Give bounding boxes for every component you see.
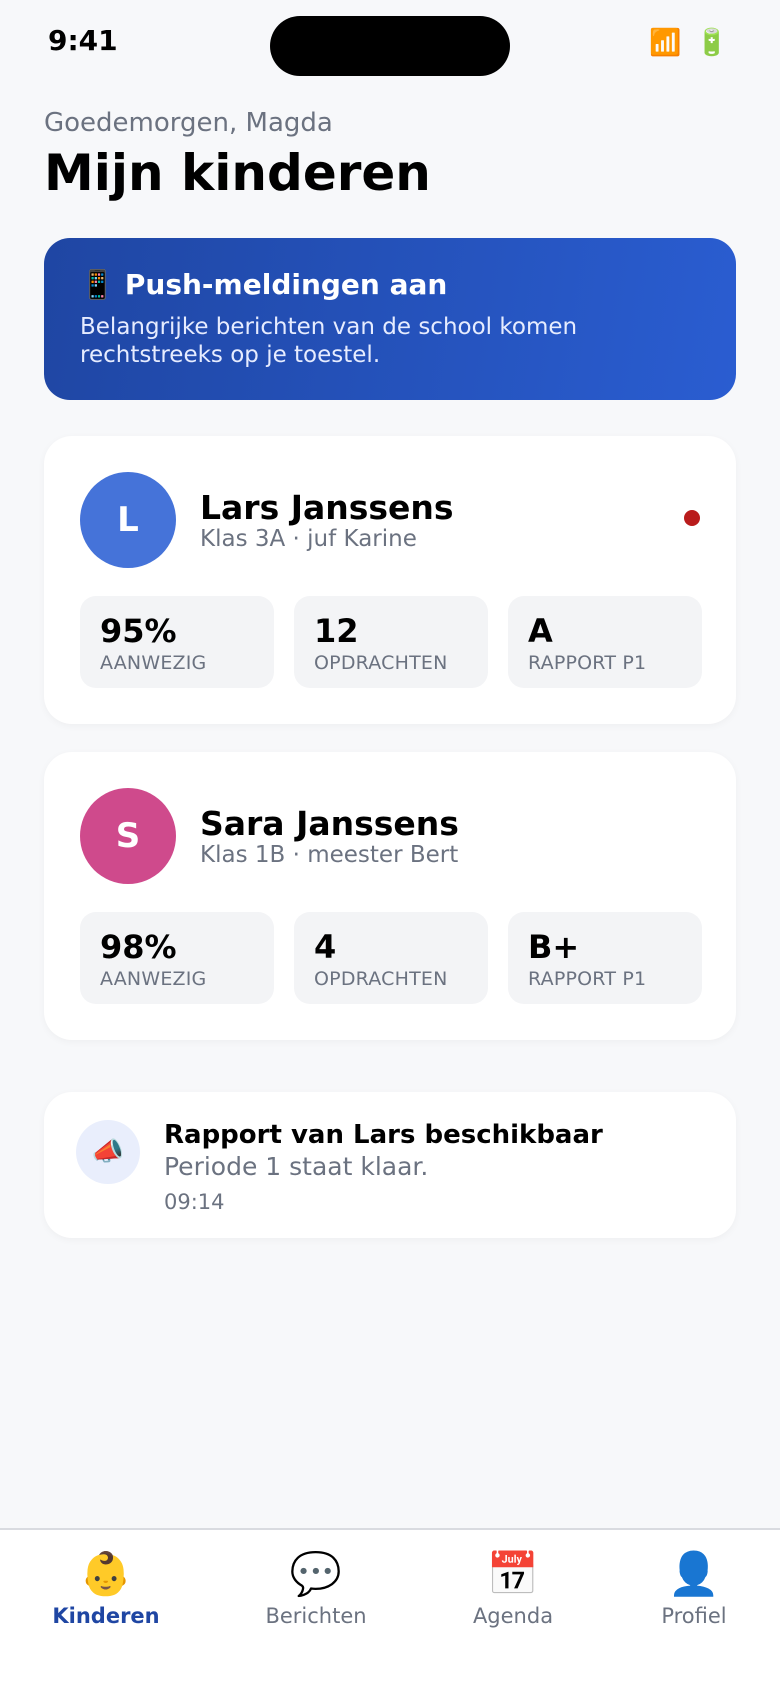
child-class: Klas 1B · meester Bert (200, 842, 459, 868)
stat-value: B+ (528, 928, 580, 966)
stat-label: AANWEZIG (100, 652, 207, 674)
tab-berichten[interactable]: 💬 Berichten (236, 1548, 396, 1628)
push-banner[interactable]: 📱 Push-meldingen aan Belangrijke bericht… (44, 238, 736, 400)
stat-attendance[interactable]: 95% AANWEZIG (80, 596, 274, 688)
person-icon: 👤 (667, 1549, 721, 1598)
child-card-sara[interactable]: S Sara Janssens Klas 1B · meester Bert 9… (44, 752, 736, 1040)
push-banner-title-row: 📱 Push-meldingen aan (80, 268, 700, 301)
tab-bar: 👶 Kinderen 💬 Berichten 📅 Agenda 👤 Profie… (0, 1528, 780, 1688)
child-stats: 98% AANWEZIG 4 OPDRACHTEN B+ RAPPORT P1 (80, 912, 702, 1004)
phone-icon: 📱 (80, 268, 115, 301)
unread-indicator (684, 510, 700, 526)
status-time: 9:41 (48, 24, 118, 57)
battery-icon: 🔋 (695, 28, 728, 58)
stat-label: OPDRACHTEN (314, 652, 448, 674)
tab-profiel[interactable]: 👤 Profiel (614, 1548, 774, 1628)
stat-value: 12 (314, 612, 359, 650)
notification-title: Rapport van Lars beschikbaar (164, 1120, 603, 1150)
baby-icon: 👶 (79, 1549, 133, 1598)
child-card-lars[interactable]: L Lars Janssens Klas 3A · juf Karine 95%… (44, 436, 736, 724)
tab-label: Berichten (265, 1604, 367, 1628)
push-banner-title: Push-meldingen aan (124, 268, 448, 301)
notification-time: 09:14 (164, 1190, 225, 1214)
stat-assignments[interactable]: 4 OPDRACHTEN (294, 912, 488, 1004)
speech-bubble-icon: 💬 (289, 1549, 343, 1598)
stat-report[interactable]: B+ RAPPORT P1 (508, 912, 702, 1004)
status-icons: 📶 🔋 (649, 28, 728, 58)
page-title: Mijn kinderen (44, 144, 431, 202)
signal-icon: 📶 (649, 28, 682, 58)
notification-card[interactable]: 📣 Rapport van Lars beschikbaar Periode 1… (44, 1092, 736, 1238)
notification-body: Periode 1 staat klaar. (164, 1152, 429, 1181)
stat-label: RAPPORT P1 (528, 968, 647, 990)
child-stats: 95% AANWEZIG 12 OPDRACHTEN A RAPPORT P1 (80, 596, 702, 688)
tab-kinderen[interactable]: 👶 Kinderen (26, 1548, 186, 1628)
stat-label: RAPPORT P1 (528, 652, 647, 674)
tab-agenda[interactable]: 📅 Agenda (433, 1548, 593, 1628)
tab-label: Profiel (661, 1604, 727, 1628)
stat-label: AANWEZIG (100, 968, 207, 990)
stat-value: 4 (314, 928, 337, 966)
stat-report[interactable]: A RAPPORT P1 (508, 596, 702, 688)
status-bar: 9:41 📶 🔋 (0, 0, 780, 90)
calendar-icon: 📅 (486, 1549, 540, 1598)
avatar: L (80, 472, 176, 568)
stat-label: OPDRACHTEN (314, 968, 448, 990)
tab-label: Kinderen (52, 1604, 160, 1628)
greeting: Goedemorgen, Magda (44, 108, 333, 138)
stat-value: 98% (100, 928, 177, 966)
push-banner-text: Belangrijke berichten van de school kome… (80, 314, 578, 368)
megaphone-icon: 📣 (76, 1120, 140, 1184)
tab-label: Agenda (472, 1604, 554, 1628)
stat-value: A (528, 612, 553, 650)
stat-value: 95% (100, 612, 177, 650)
avatar: S (80, 788, 176, 884)
camera-notch (270, 16, 510, 76)
child-name: Lars Janssens (200, 488, 454, 527)
child-class: Klas 3A · juf Karine (200, 526, 417, 552)
child-name: Sara Janssens (200, 804, 459, 843)
stat-assignments[interactable]: 12 OPDRACHTEN (294, 596, 488, 688)
stat-attendance[interactable]: 98% AANWEZIG (80, 912, 274, 1004)
